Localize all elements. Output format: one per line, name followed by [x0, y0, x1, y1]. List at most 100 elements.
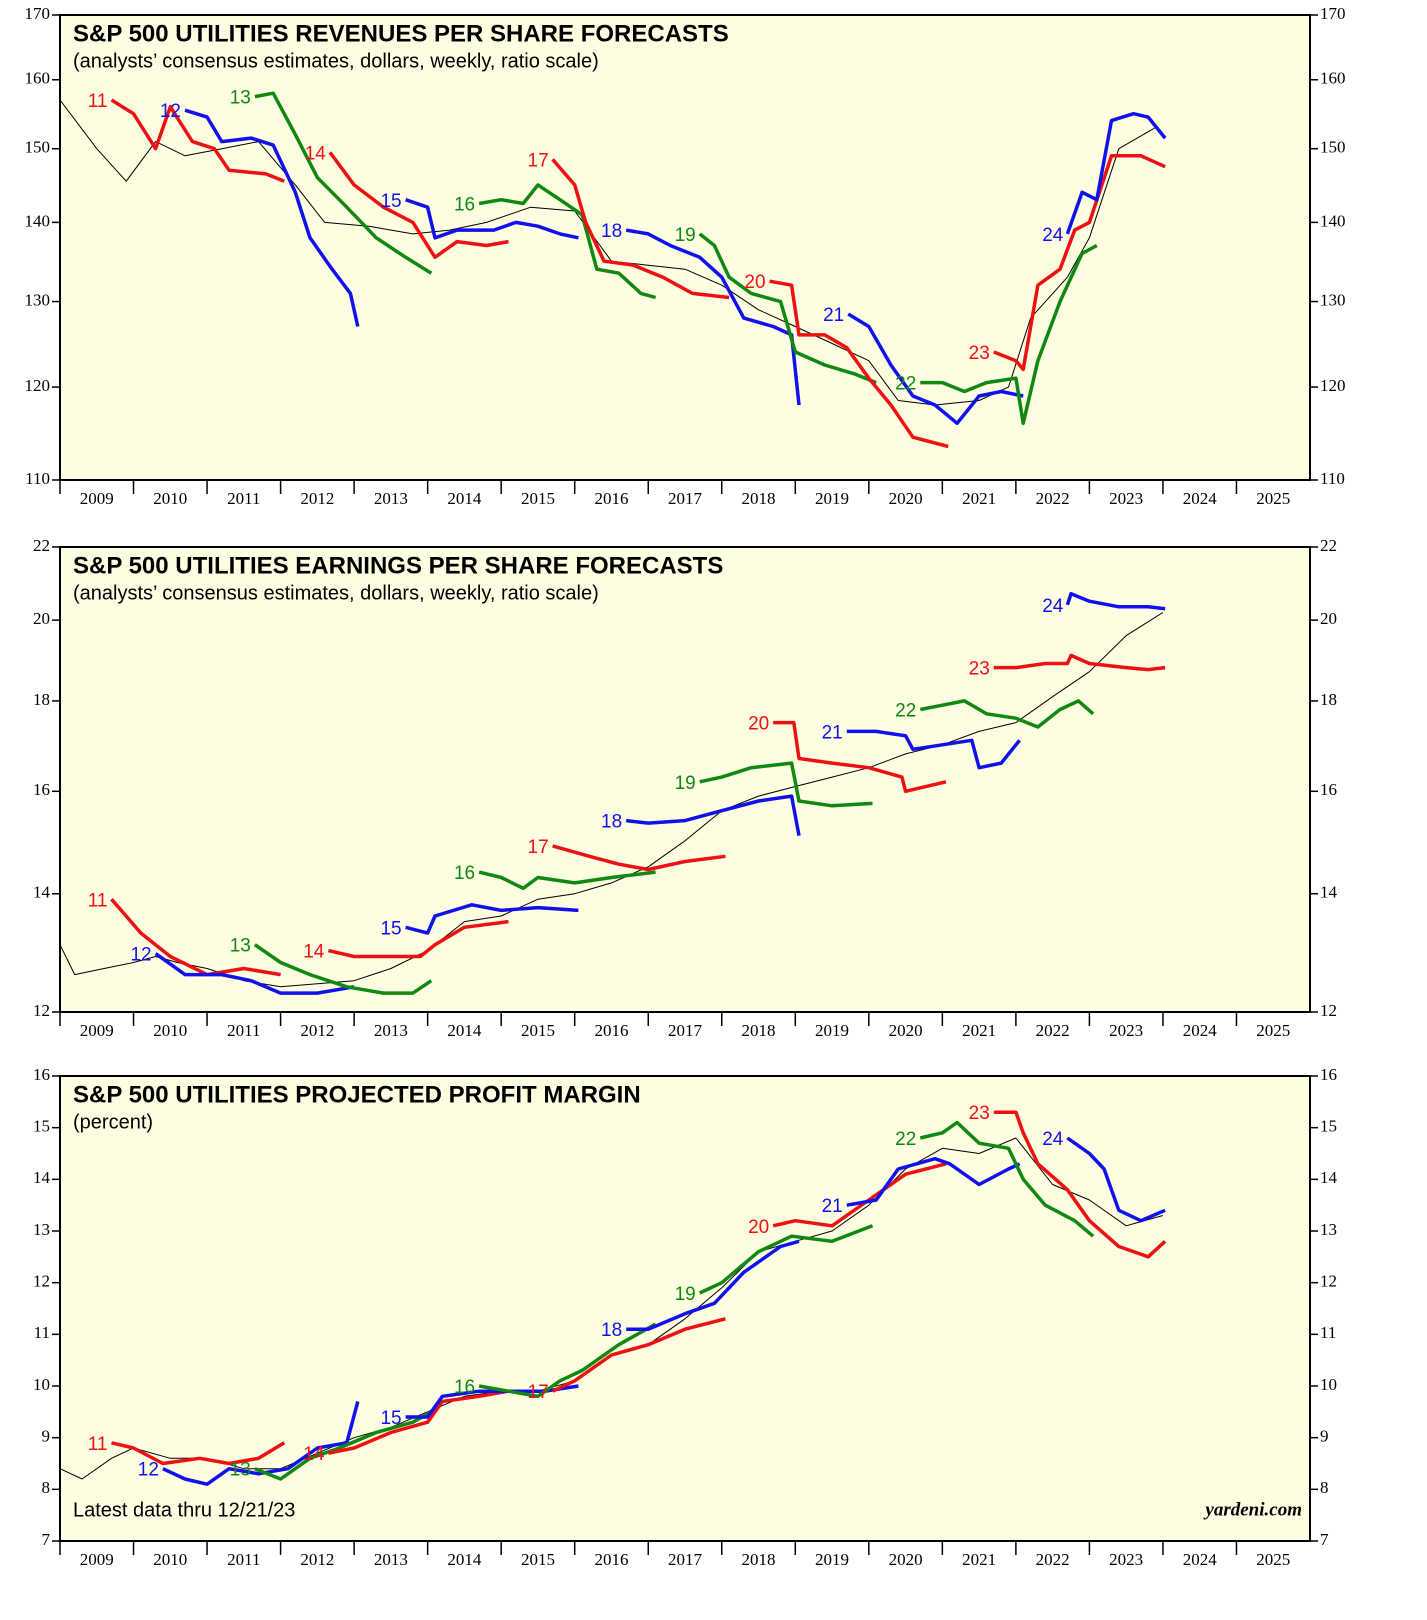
x-tick-label: 2013: [374, 1550, 408, 1569]
series-line: [154, 952, 355, 995]
series-label: 13: [230, 88, 251, 109]
series-label: 14: [303, 942, 325, 963]
y-tick-label: 110: [25, 469, 50, 488]
series-line: [110, 98, 285, 183]
y2-tick-label: 10: [1320, 1375, 1337, 1394]
y2-tick-label: 12: [1320, 1272, 1337, 1291]
series-label: 24: [1042, 1129, 1064, 1150]
series-line: [551, 1317, 726, 1393]
series-label: 14: [303, 1444, 325, 1465]
x-tick-label: 2020: [889, 1550, 923, 1569]
series-line: [254, 1410, 433, 1481]
series-line: [111, 1441, 286, 1466]
x-tick-label: 2025: [1256, 1021, 1290, 1040]
y-tick-label: 150: [25, 138, 51, 157]
series-label: 13: [230, 1460, 251, 1481]
x-tick-label: 2020: [889, 1021, 923, 1040]
y2-tick-label: 16: [1320, 780, 1337, 799]
series-line: [328, 1389, 509, 1455]
y2-tick-label: 120: [1320, 376, 1346, 395]
y-tick-label: 120: [25, 376, 51, 395]
series-label: 12: [160, 101, 181, 122]
y-tick-label: 12: [33, 1272, 50, 1291]
series-label: 24: [1042, 225, 1064, 246]
series-line: [405, 198, 579, 240]
x-tick-label: 2017: [668, 489, 703, 508]
series-label: 18: [601, 812, 622, 833]
series-line: [328, 919, 509, 959]
series-label: 23: [969, 1103, 990, 1124]
x-tick-label: 2016: [594, 489, 628, 508]
x-tick-label: 2024: [1183, 1021, 1218, 1040]
series-line: [478, 183, 657, 300]
y-tick-label: 20: [33, 609, 50, 628]
series-label: 12: [138, 1460, 159, 1481]
y-tick-label: 18: [33, 690, 50, 709]
series-line: [773, 720, 947, 794]
series-line: [698, 232, 877, 385]
series-line: [1065, 591, 1166, 611]
series-line: [772, 1162, 947, 1228]
series-label: 12: [130, 945, 151, 966]
y2-tick-label: 140: [1320, 211, 1346, 230]
series-line: [162, 1401, 360, 1486]
y2-tick-label: 12: [1320, 1001, 1337, 1020]
series-line: [993, 1110, 1167, 1259]
y-tick-label: 170: [25, 4, 51, 23]
plot-area: [59, 546, 1311, 1013]
x-tick-label: 2015: [521, 1021, 555, 1040]
x-tick-label: 2010: [153, 1021, 187, 1040]
series-label: 21: [822, 722, 843, 743]
x-tick-label: 2014: [447, 1550, 482, 1569]
plot-area: [59, 14, 1311, 481]
x-tick-label: 2016: [594, 1021, 628, 1040]
series-line: [846, 729, 1021, 770]
x-tick-label: 2013: [374, 1021, 408, 1040]
series-label: 14: [305, 143, 327, 164]
x-tick-label: 2011: [227, 1021, 260, 1040]
y-tick-label: 14: [33, 883, 51, 902]
x-tick-label: 2011: [227, 1550, 260, 1569]
series-line: [478, 870, 656, 891]
y-tick-label: 16: [33, 780, 50, 799]
series-label: 17: [528, 837, 549, 858]
series-label: 22: [895, 701, 916, 722]
series-label: 15: [380, 191, 401, 212]
x-tick-label: 2018: [742, 1550, 776, 1569]
x-tick-label: 2018: [742, 1021, 776, 1040]
series-label: 16: [454, 863, 475, 884]
y2-tick-label: 14: [1320, 883, 1338, 902]
series-label: 22: [895, 374, 916, 395]
y-tick-label: 14: [33, 1168, 51, 1187]
x-tick-label: 2014: [447, 489, 482, 508]
series-label: 19: [675, 1284, 696, 1305]
x-tick-label: 2010: [153, 1550, 187, 1569]
y-tick-label: 130: [25, 290, 51, 309]
series-line: [184, 108, 360, 327]
series-line: [626, 1239, 800, 1331]
y2-tick-label: 22: [1320, 536, 1337, 555]
y-tick-label: 8: [42, 1478, 51, 1497]
y2-tick-label: 160: [1320, 69, 1346, 88]
x-tick-label: 2015: [521, 1550, 555, 1569]
y-tick-label: 7: [42, 1530, 51, 1549]
x-tick-label: 2021: [962, 1021, 996, 1040]
series-line: [847, 312, 1024, 426]
y2-tick-label: 170: [1320, 4, 1346, 23]
series-label: 20: [748, 1217, 769, 1238]
x-tick-label: 2009: [80, 1550, 114, 1569]
y-tick-label: 10: [33, 1375, 50, 1394]
series-line: [1066, 1136, 1166, 1223]
y-tick-label: 9: [42, 1427, 51, 1446]
series-label: 13: [230, 936, 251, 957]
series-label: 23: [969, 343, 990, 364]
x-tick-label: 2025: [1256, 1550, 1290, 1569]
y-tick-label: 16: [33, 1065, 50, 1084]
y-tick-label: 12: [33, 1001, 50, 1020]
y2-tick-label: 11: [1320, 1323, 1336, 1342]
series-line: [699, 761, 873, 808]
x-tick-label: 2023: [1109, 1021, 1143, 1040]
series-label: 21: [823, 305, 844, 326]
chart-subtitle: (percent): [73, 1111, 153, 1133]
chart-subtitle: (analysts’ consensus estimates, dollars,…: [73, 582, 599, 604]
